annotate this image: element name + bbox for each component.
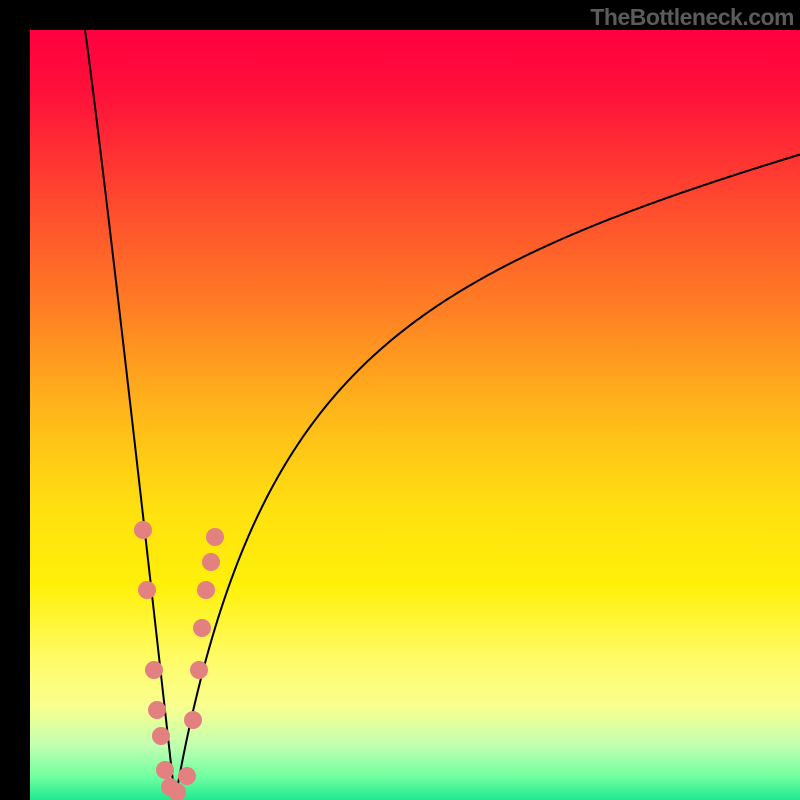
data-marker (202, 553, 220, 571)
bottleneck-curve (85, 30, 800, 800)
data-marker (206, 528, 224, 546)
plot-area (30, 30, 800, 800)
watermark-text: TheBottleneck.com (590, 4, 794, 31)
data-marker (148, 701, 166, 719)
data-marker (178, 767, 196, 785)
data-marker (193, 619, 211, 637)
data-marker (145, 661, 163, 679)
data-marker (190, 661, 208, 679)
data-marker (156, 761, 174, 779)
data-marker (184, 711, 202, 729)
chart-container: TheBottleneck.com (0, 0, 800, 800)
data-marker (134, 521, 152, 539)
curve-layer (30, 30, 800, 800)
data-marker (197, 581, 215, 599)
data-marker (152, 727, 170, 745)
data-marker (138, 581, 156, 599)
